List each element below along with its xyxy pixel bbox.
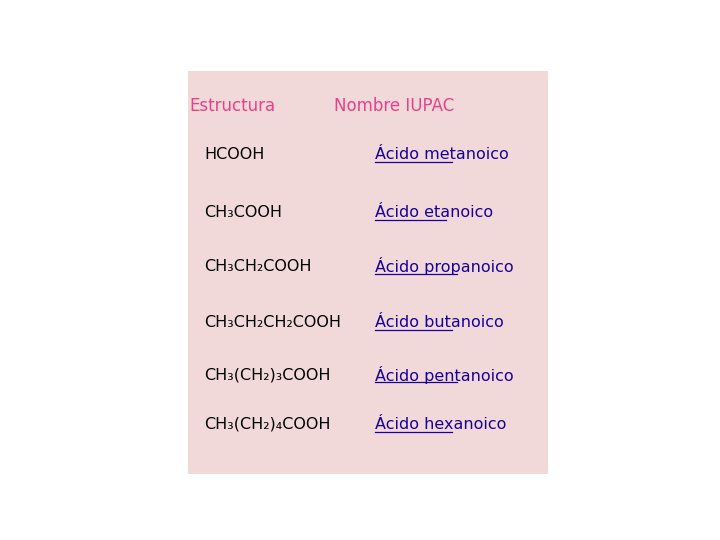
Text: Nombre IUPAC: Nombre IUPAC	[334, 97, 454, 116]
Text: CH₃CH₂COOH: CH₃CH₂COOH	[204, 259, 312, 274]
Text: HCOOH: HCOOH	[204, 147, 265, 161]
Text: Ácido propanoico: Ácido propanoico	[374, 258, 513, 275]
Text: Ácido etanoico: Ácido etanoico	[374, 205, 492, 220]
Text: Ácido hexanoico: Ácido hexanoico	[374, 417, 506, 432]
Text: CH₃CH₂CH₂COOH: CH₃CH₂CH₂COOH	[204, 315, 341, 330]
Text: Ácido pentanoico: Ácido pentanoico	[374, 366, 513, 383]
Text: Ácido butanoico: Ácido butanoico	[374, 315, 503, 330]
Text: CH₃(CH₂)₃COOH: CH₃(CH₂)₃COOH	[204, 367, 331, 382]
Text: Estructura: Estructura	[189, 97, 275, 116]
Text: Ácido metanoico: Ácido metanoico	[374, 147, 508, 161]
Text: CH₃COOH: CH₃COOH	[204, 205, 282, 220]
Text: CH₃(CH₂)₄COOH: CH₃(CH₂)₄COOH	[204, 417, 331, 432]
FancyBboxPatch shape	[188, 71, 548, 474]
